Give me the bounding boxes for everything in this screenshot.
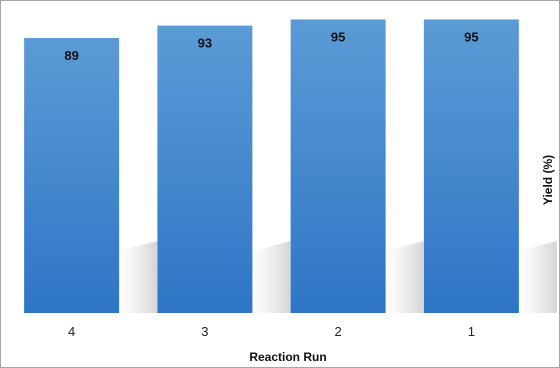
data-label: 95 [331,29,345,44]
bar-shadow [119,241,158,313]
x-tick-labels: 4 3 2 1 [68,324,475,339]
bar-run-2 [290,19,386,313]
bar-run-3 [157,25,253,313]
bar-shadow [385,241,424,313]
bar-run-1 [423,19,519,313]
x-axis-title: Reaction Run [249,350,326,364]
bar-shadow [252,241,291,313]
data-label: 95 [464,29,478,44]
data-label: 89 [64,48,78,63]
x-tick-label: 1 [468,324,475,339]
x-tick-label: 3 [201,324,208,339]
value-labels: 89 93 95 95 [64,29,478,63]
bar-shadows [119,241,557,313]
data-label: 93 [198,36,212,51]
bar-shadow [518,241,557,313]
x-tick-label: 2 [335,324,342,339]
bars [24,19,519,314]
bar-run-4 [24,37,120,314]
x-tick-label: 4 [68,324,75,339]
y-axis-title: Yield (%) [541,155,555,205]
